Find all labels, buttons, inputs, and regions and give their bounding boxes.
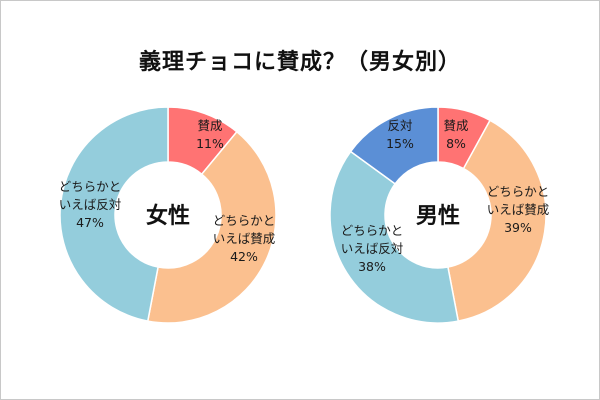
chart-1-slice-3-label: 反対 15% — [386, 118, 414, 151]
chart-1-slice-1-label: どちらかといえば賛成 39% — [487, 184, 550, 235]
chart-0-center-label: 女性 — [146, 203, 190, 229]
chart-0-slice-2-label: どちらかといえば反対 47% — [59, 179, 122, 230]
chart-title: 義理チョコに賛成？（男女別） — [138, 50, 461, 75]
chart-1-center-label: 男性 — [416, 204, 460, 229]
chart-0-slice-1-label: どちらかといえば賛成 42% — [213, 213, 276, 264]
chart-1-slice-1 — [447, 119, 547, 322]
chart-1-slice-2 — [329, 150, 460, 324]
chart-1-slice-2-label: どちらかといえば反対 38% — [341, 223, 404, 274]
chart-1-slice-0-label: 賛成 8% — [443, 118, 468, 151]
chart-0-slice-1 — [146, 130, 277, 324]
chart-0-slice-0-label: 賛成 11% — [196, 118, 224, 151]
chart-1-slice-3 — [349, 106, 439, 185]
chart-0-slice-2 — [59, 106, 169, 322]
